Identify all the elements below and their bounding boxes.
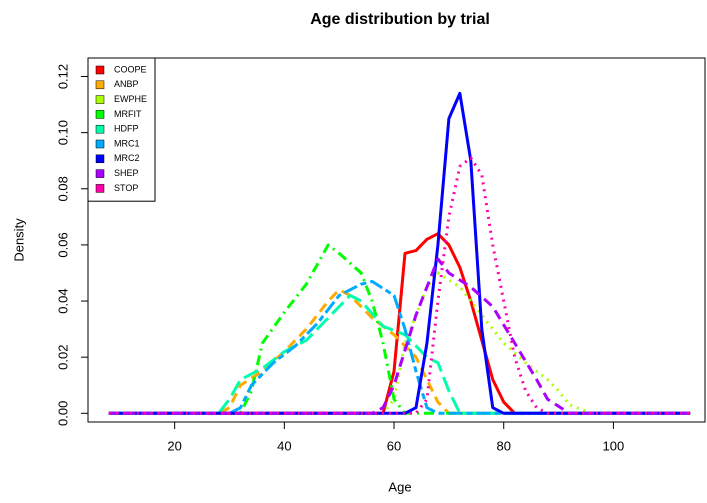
x-tick-label: 40 [277,438,291,453]
legend-label: STOP [114,183,138,193]
legend-label: MRC2 [114,153,140,163]
legend-swatch [95,184,105,193]
legend-label: MRC1 [114,138,140,148]
x-axis-label: Age [388,479,411,494]
legend-swatch [95,80,105,90]
series-line [108,293,691,415]
series-line [108,156,691,415]
series-line [108,243,691,415]
y-tick-label: 0.10 [55,120,70,145]
legend-swatch [95,139,105,149]
legend-swatch [95,110,105,119]
y-tick-label: 0.00 [55,401,70,426]
y-tick-label: 0.12 [55,64,70,89]
legend-label: MRFIT [114,109,142,119]
legend-label: HDFP [114,124,139,134]
legend-swatch [95,124,105,134]
y-axis-label: Density [11,218,26,262]
x-tick-label: 20 [167,438,181,453]
legend-swatch [95,65,105,75]
legend-label: ANBP [114,79,139,89]
chart-title: Age distribution by trial [310,11,490,28]
series-line [108,271,691,415]
x-tick-label: 60 [387,438,401,453]
legend-swatch [95,169,105,178]
legend-swatch [95,154,105,164]
y-tick-label: 0.04 [55,288,70,313]
y-tick-label: 0.08 [55,176,70,201]
legend-label: SHEP [114,168,139,178]
series-line [108,232,691,415]
series-line [108,279,691,415]
legend-swatch [95,95,105,104]
y-tick-label: 0.06 [55,232,70,257]
x-tick-label: 100 [603,438,625,453]
series-line [108,91,691,415]
legend-label: COOPE [114,64,147,74]
y-tick-label: 0.02 [55,345,70,370]
series-line [108,288,691,415]
x-tick-label: 80 [496,438,510,453]
plot-frame [87,57,706,423]
series-line [108,257,691,415]
legend-label: EWPHE [114,94,147,104]
